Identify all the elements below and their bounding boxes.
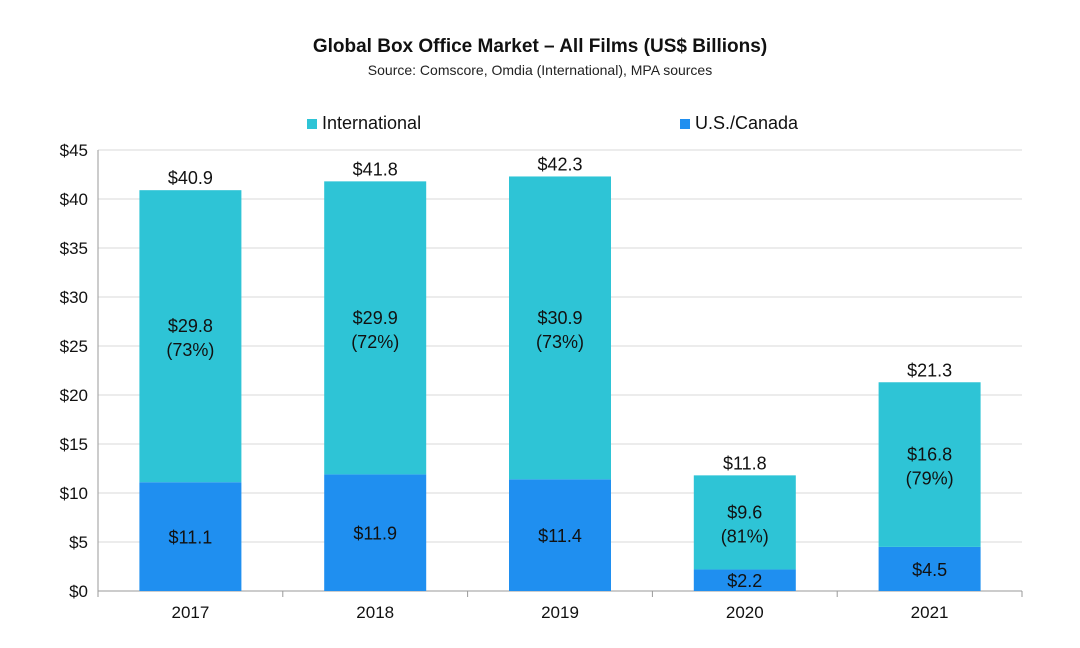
x-tick-label: 2019 bbox=[541, 603, 579, 622]
y-tick-label: $45 bbox=[60, 141, 88, 160]
bar-us-canada bbox=[324, 474, 427, 591]
bar-international bbox=[693, 475, 796, 570]
data-label-international-pct: (72%) bbox=[351, 332, 399, 352]
data-label-international-pct: (73%) bbox=[536, 332, 584, 352]
chart-legend: International U.S./Canada bbox=[0, 113, 1080, 139]
data-label-total: $21.3 bbox=[907, 360, 952, 380]
bar-international bbox=[509, 176, 611, 480]
legend-label-international: International bbox=[322, 113, 422, 133]
legend-swatch-international bbox=[307, 118, 317, 129]
data-label-us-canada: $11.4 bbox=[538, 526, 582, 546]
chart-subtitle: Source: Comscore, Omdia (International),… bbox=[367, 62, 713, 78]
bar-us-canada bbox=[509, 479, 611, 591]
legend-label-us-canada: U.S./Canada bbox=[695, 113, 799, 133]
x-tick-label: 2021 bbox=[911, 603, 949, 622]
data-label-total: $42.3 bbox=[537, 154, 582, 174]
data-label-international-pct: (81%) bbox=[721, 526, 769, 546]
y-tick-label: $20 bbox=[60, 386, 88, 405]
x-tick-label: 2018 bbox=[356, 603, 394, 622]
x-tick-label: 2020 bbox=[726, 603, 764, 622]
x-tick-label: 2017 bbox=[171, 603, 209, 622]
y-tick-label: $35 bbox=[60, 239, 88, 258]
data-label-total: $41.8 bbox=[353, 159, 398, 179]
y-tick-label: $5 bbox=[69, 533, 88, 552]
legend-item-international: International bbox=[307, 113, 421, 134]
data-label-international: $30.9 bbox=[537, 308, 582, 328]
legend-swatch-us-canada bbox=[680, 118, 690, 129]
y-tick-label: $10 bbox=[60, 484, 88, 503]
legend-item-us-canada: U.S./Canada bbox=[680, 113, 798, 134]
bar-us-canada bbox=[878, 546, 981, 591]
data-label-international: $9.6 bbox=[727, 502, 762, 522]
y-tick-label: $40 bbox=[60, 190, 88, 209]
data-label-total: $40.9 bbox=[168, 168, 213, 188]
bar-international bbox=[324, 181, 427, 475]
bar-us-canada bbox=[139, 482, 242, 591]
y-tick-label: $0 bbox=[69, 582, 88, 601]
data-label-international: $29.8 bbox=[168, 316, 213, 336]
data-label-us-canada: $11.1 bbox=[169, 528, 213, 548]
y-tick-label: $30 bbox=[60, 288, 88, 307]
data-label-international-pct: (73%) bbox=[166, 340, 214, 360]
bar-us-canada bbox=[693, 569, 796, 591]
bar-international bbox=[139, 190, 242, 483]
bar-international bbox=[878, 382, 981, 547]
y-tick-label: $25 bbox=[60, 337, 88, 356]
data-label-us-canada: $4.5 bbox=[912, 560, 947, 580]
y-tick-label: $15 bbox=[60, 435, 88, 454]
data-label-us-canada: $2.2 bbox=[727, 571, 762, 591]
data-label-international: $29.9 bbox=[353, 308, 398, 328]
data-label-total: $11.8 bbox=[723, 453, 767, 473]
data-label-international: $16.8 bbox=[907, 445, 952, 465]
data-label-international-pct: (79%) bbox=[906, 469, 954, 489]
data-label-us-canada: $11.9 bbox=[353, 524, 397, 544]
chart-title: Global Box Office Market – All Films (US… bbox=[312, 36, 768, 57]
